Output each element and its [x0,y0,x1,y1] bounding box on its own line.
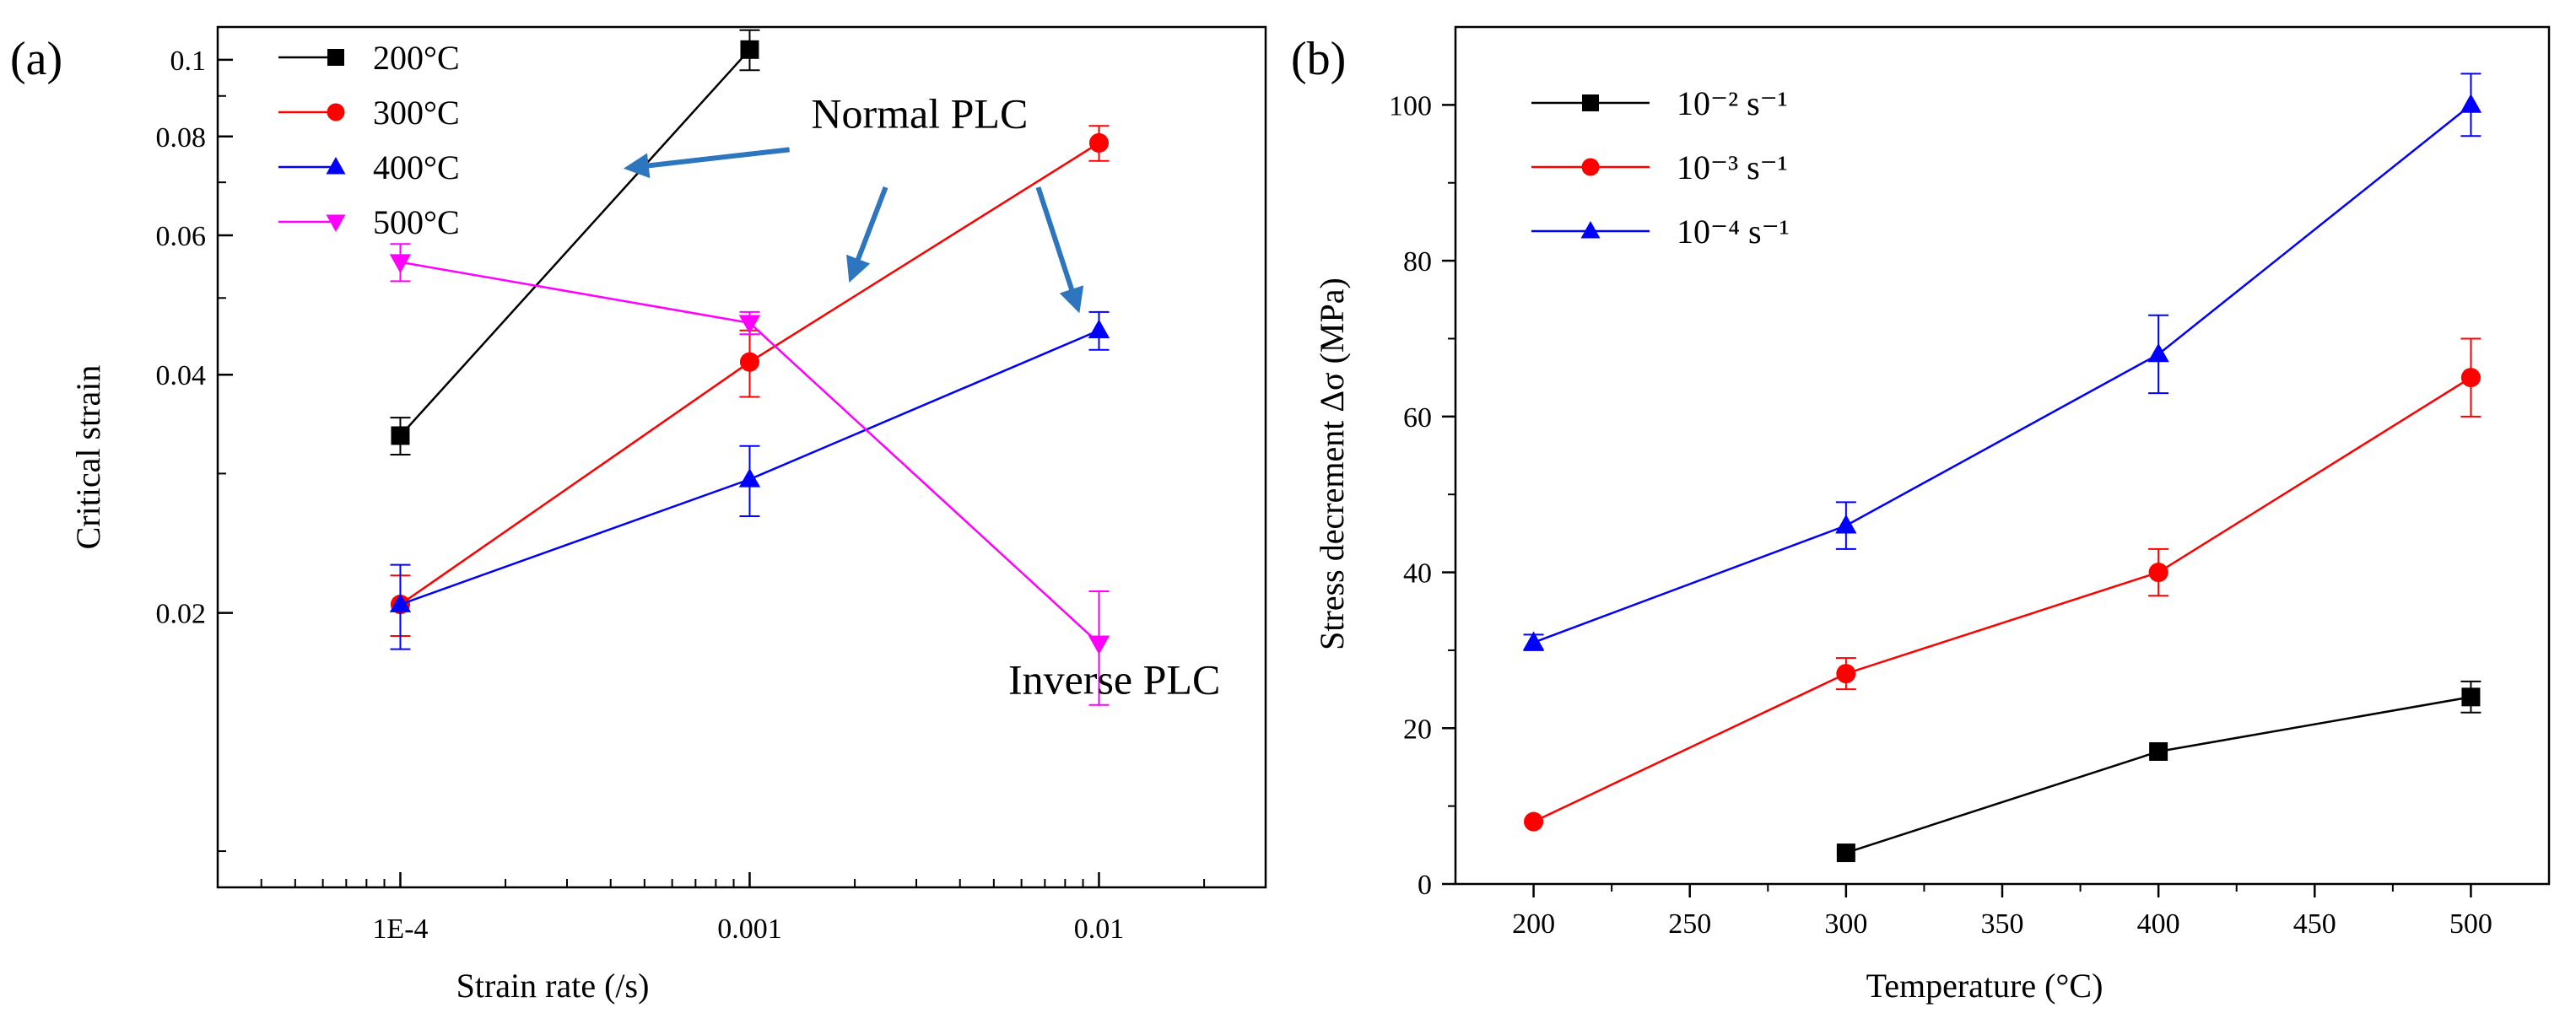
x-tick-label: 0.001 [717,914,782,945]
data-point [389,593,412,612]
y-tick-label: 20 [1403,714,1432,745]
series-line [399,48,751,437]
x-axis-title: Temperature (°C) [1866,967,2103,1005]
legend-marker [326,157,346,175]
panel-b-chart: 0 20 40 60 80 100 200 250 300 350 400 450 500 Tempera… [1291,25,2551,1005]
series-line [1533,376,2472,823]
panel-label-a: (a) [10,33,62,85]
data-point [738,315,761,335]
y-tick-label: 40 [1403,558,1432,590]
x-tick-label: 1E-4 [372,914,428,945]
plot-frame [1454,25,2551,886]
data-point [1836,664,1856,684]
data-point [391,426,410,445]
legend-marker [1582,94,1599,111]
y-tick-label: 60 [1403,402,1432,434]
y-tick-label: 0.04 [156,360,207,391]
data-point [738,468,761,488]
annotation-arrow-0 [623,147,790,179]
x-tick-label: 250 [1668,908,1711,940]
series-line [1533,104,2472,644]
data-point [2460,94,2482,113]
data-point [1835,514,1857,534]
legend-label: 500°C [373,203,460,241]
y-axis-title: Stress decrement Δσ (MPa) [1313,278,1351,650]
data-point [2148,562,2168,583]
data-point [389,254,412,273]
panel-label-b: (b) [1291,33,1346,85]
legend-label: 300°C [373,94,460,132]
data-point [739,352,760,372]
data-point [2460,368,2481,388]
data-point [1088,319,1110,339]
y-tick-label: 0.02 [156,599,207,630]
legend-label: 10⁻⁴ s⁻¹ [1677,213,1790,251]
data-point [1088,635,1110,655]
y-tick-label: 0.1 [170,46,207,77]
legend-marker [1581,158,1600,176]
data-point [2147,342,2169,363]
x-tick-label: 500 [2449,908,2492,940]
data-point [1524,811,1544,832]
legend-marker [327,49,344,66]
x-tick-label: 300 [1824,908,1867,940]
legend-label: 400°C [373,148,460,186]
legend-marker [326,214,346,232]
legend-marker [327,103,345,121]
x-tick-label: 200 [1512,908,1555,940]
y-tick-label: 0 [1418,870,1432,901]
data-point [2461,687,2481,707]
data-point [2149,741,2168,761]
annotation-arrow-2 [1035,186,1084,314]
y-axis-title: Critical strain [69,365,107,550]
x-tick-label: 0.01 [1074,914,1125,945]
data-point [1836,843,1855,863]
legend-marker [1580,221,1601,239]
y-tick-label: 80 [1403,246,1432,278]
x-tick-label: 350 [1981,908,2024,940]
legend-label: 10⁻² s⁻¹ [1677,84,1788,122]
x-axis-title: Strain rate (/s) [456,967,650,1005]
data-point [1088,132,1110,154]
series-line [1845,696,2471,854]
data-point [1522,631,1545,651]
annotation-arrow-1 [846,186,888,283]
data-point [740,40,759,59]
panel-a-chart: 0.02 0.04 0.06 0.08 0.1 1E-4 0.001 0.01 Strain r… [10,25,1267,1005]
legend-label: 10⁻³ s⁻¹ [1677,148,1788,186]
annotation-text-1: Inverse PLC [1008,656,1220,703]
plot-frame [216,25,1267,889]
annotation-text-0: Normal PLC [811,90,1028,137]
x-tick-label: 450 [2293,908,2336,940]
y-tick-label: 0.06 [156,221,207,252]
legend-label: 200°C [373,39,460,77]
x-tick-label: 400 [2137,908,2180,940]
y-tick-label: 100 [1389,90,1432,121]
y-tick-label: 0.08 [156,122,207,154]
